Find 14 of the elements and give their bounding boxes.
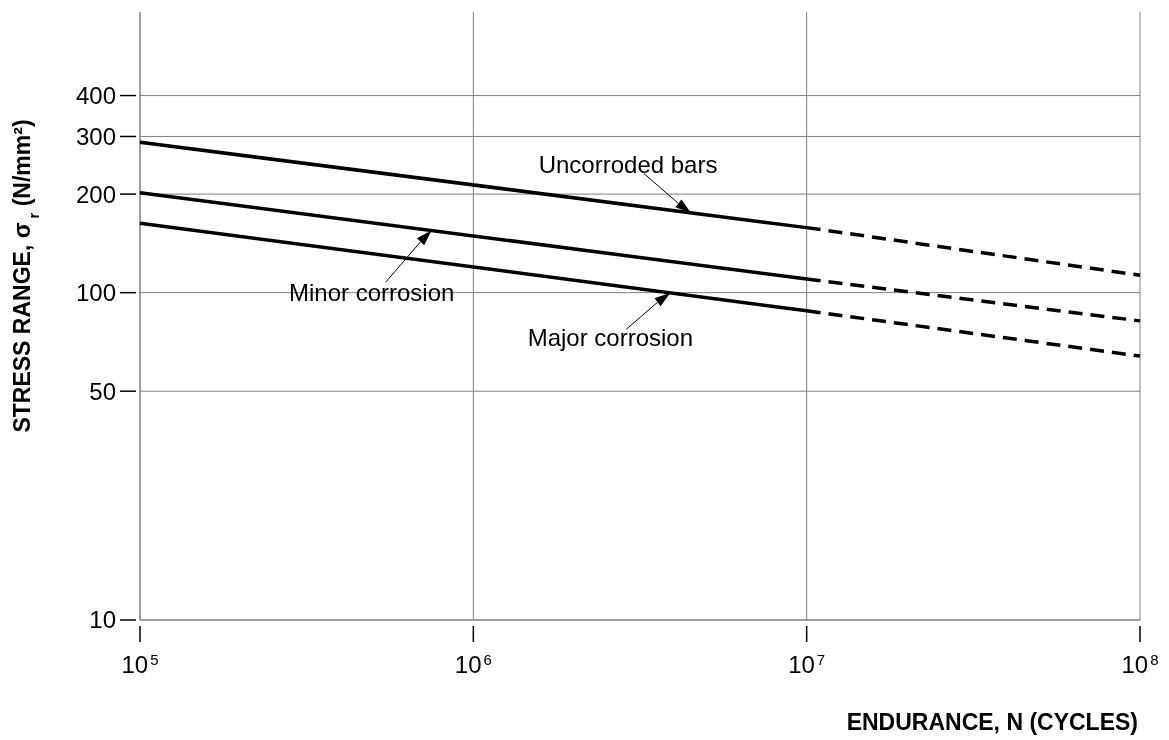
y-tick-label: 100 (75, 279, 116, 307)
x-tick-label: 10$^{7}$ (788, 650, 826, 678)
y-tick-label: 50 (89, 377, 116, 405)
annotation: Minor corrosion (288, 278, 455, 306)
y-tick-label: 300 (75, 122, 116, 150)
y-tick-label: 400 (75, 81, 116, 109)
y-tick-label: 10 (89, 606, 116, 634)
x-tick-label: 10$^{8}$ (1121, 650, 1159, 678)
x-axis-title: ENDURANCE, N (CYCLES) (846, 709, 1138, 735)
annotation: Uncorroded bars (538, 151, 718, 179)
x-tick-label: 10$^{5}$ (121, 650, 159, 678)
y-tick-label: 200 (75, 180, 116, 208)
annotation: Major corrosion (527, 324, 694, 352)
x-tick-label: 10$^{6}$ (454, 650, 492, 678)
